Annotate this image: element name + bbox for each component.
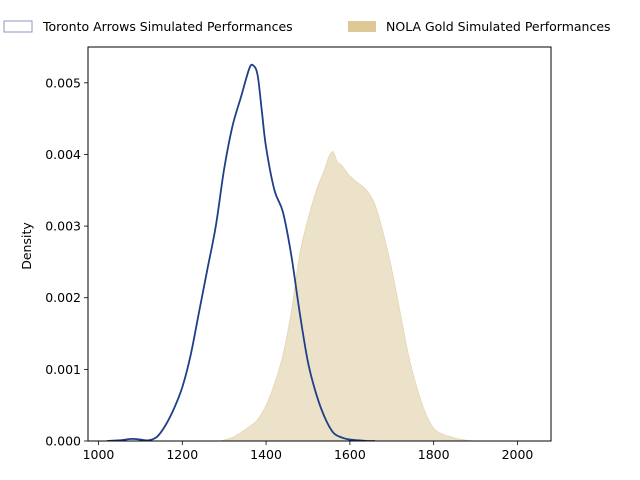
x-tick-label: 1200 bbox=[166, 447, 198, 462]
x-tick-label: 1800 bbox=[418, 447, 450, 462]
x-tick-label: 1400 bbox=[250, 447, 282, 462]
y-axis-title: Density bbox=[19, 222, 34, 270]
x-tick-label: 1600 bbox=[334, 447, 366, 462]
series-toronto-arrows-line bbox=[106, 63, 376, 441]
x-axis: 1000 1200 1400 1600 1800 2000 bbox=[83, 441, 534, 462]
y-tick-label: 0.002 bbox=[45, 290, 81, 305]
legend-label-toronto: Toronto Arrows Simulated Performances bbox=[42, 19, 293, 34]
y-tick-label: 0.005 bbox=[45, 75, 81, 90]
x-tick-label: 1000 bbox=[83, 447, 115, 462]
legend-swatch-toronto bbox=[3, 20, 33, 33]
y-tick-label: 0.004 bbox=[45, 147, 81, 162]
series-nola-gold-edge bbox=[219, 151, 476, 441]
series-nola-gold-area bbox=[219, 151, 476, 441]
legend: Toronto Arrows Simulated Performances NO… bbox=[3, 19, 611, 34]
legend-swatch-nola bbox=[348, 21, 376, 32]
y-axis: 0.000 0.001 0.002 0.003 0.004 0.005 bbox=[45, 75, 88, 449]
series-layer bbox=[106, 63, 476, 441]
legend-label-nola: NOLA Gold Simulated Performances bbox=[386, 19, 611, 34]
y-tick-label: 0.001 bbox=[45, 362, 81, 377]
y-tick-label: 0.000 bbox=[45, 434, 81, 449]
y-tick-label: 0.003 bbox=[45, 219, 81, 234]
plot-frame bbox=[87, 46, 552, 442]
x-tick-label: 2000 bbox=[502, 447, 534, 462]
